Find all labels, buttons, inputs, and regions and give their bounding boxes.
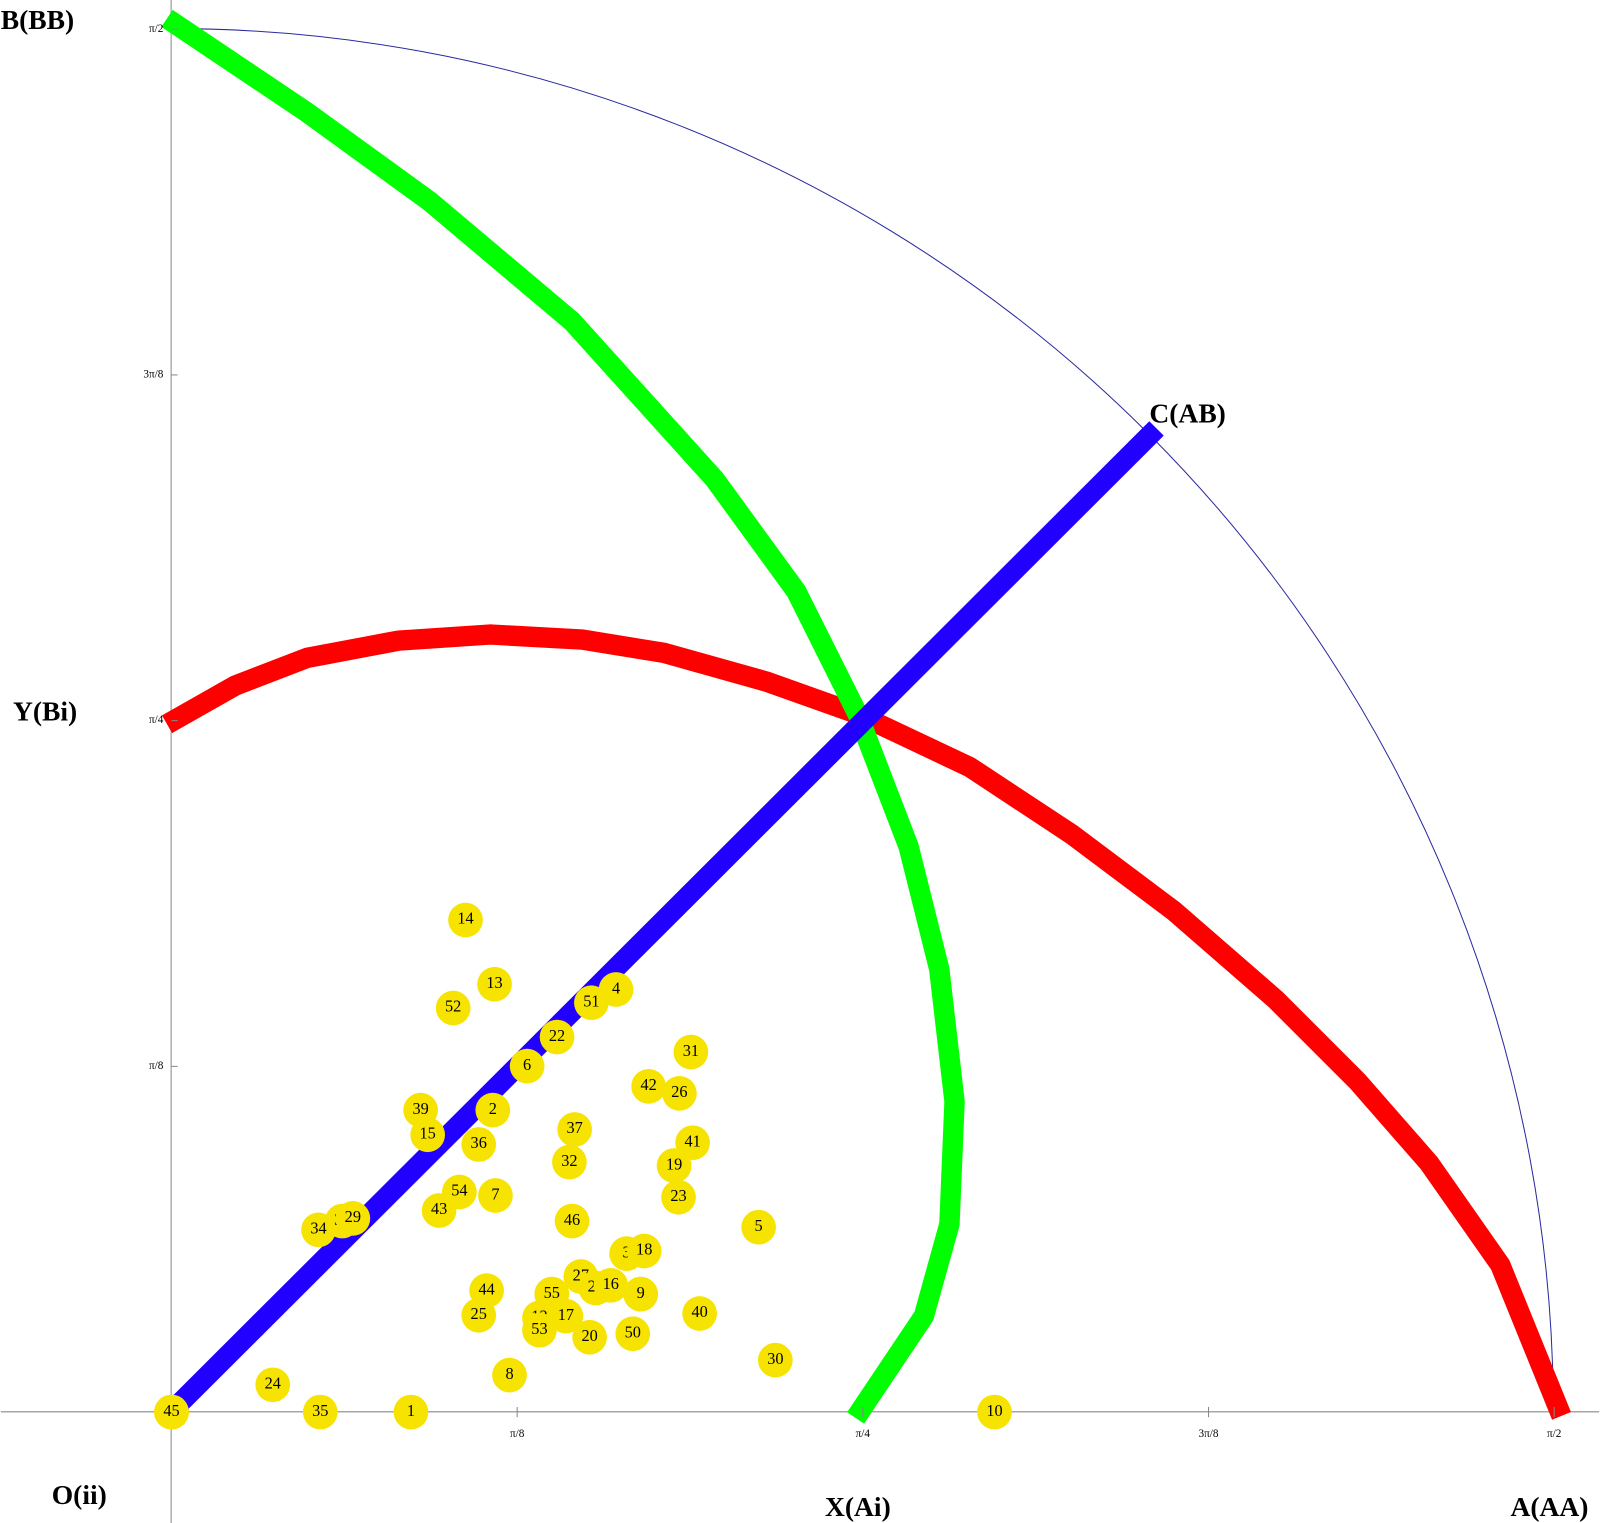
point-label: 8 bbox=[505, 1364, 513, 1383]
point bbox=[477, 966, 512, 1002]
x-tick-label: π/4 bbox=[856, 1428, 871, 1440]
point-label: 23 bbox=[670, 1186, 686, 1205]
corner-label: Y(Bi) bbox=[13, 695, 77, 726]
point bbox=[574, 985, 609, 1021]
point-label: 18 bbox=[636, 1240, 652, 1259]
y-tick-label: π/8 bbox=[149, 1060, 164, 1072]
x-tick-label: π/2 bbox=[1547, 1428, 1561, 1440]
point-label: 3 bbox=[623, 1242, 631, 1261]
point bbox=[509, 1048, 545, 1084]
point bbox=[461, 1127, 497, 1162]
point-label: 29 bbox=[345, 1207, 361, 1226]
point-label: 54 bbox=[451, 1181, 467, 1200]
point-label: 45 bbox=[163, 1401, 179, 1420]
point bbox=[335, 1201, 371, 1236]
point-label: 16 bbox=[603, 1274, 619, 1293]
point-label: 43 bbox=[431, 1199, 447, 1218]
point bbox=[522, 1312, 557, 1348]
point-label: 15 bbox=[420, 1124, 436, 1143]
point bbox=[631, 1069, 666, 1104]
point bbox=[682, 1296, 717, 1331]
point-label: 4 bbox=[612, 978, 620, 997]
point bbox=[623, 1276, 659, 1312]
point bbox=[741, 1209, 776, 1245]
y-tick-label: 3π/8 bbox=[143, 369, 163, 381]
point-label: 22 bbox=[549, 1026, 565, 1045]
point bbox=[255, 1367, 291, 1403]
y-tick-label: π/4 bbox=[149, 714, 164, 726]
point-label: 14 bbox=[457, 909, 473, 928]
point bbox=[656, 1148, 692, 1183]
point bbox=[661, 1179, 696, 1215]
point-label: 13 bbox=[486, 973, 502, 992]
point bbox=[302, 1394, 338, 1430]
point-label: 25 bbox=[471, 1304, 487, 1323]
point bbox=[435, 990, 471, 1026]
y-tick-label: π/2 bbox=[149, 23, 163, 35]
point-label: 9 bbox=[637, 1283, 645, 1302]
point-label: 10 bbox=[986, 1401, 1002, 1420]
point-label: 26 bbox=[671, 1082, 687, 1101]
x-tick-label: 3π/8 bbox=[1199, 1428, 1219, 1440]
point bbox=[539, 1019, 575, 1055]
point bbox=[626, 1233, 662, 1269]
point bbox=[662, 1076, 697, 1111]
point bbox=[475, 1092, 511, 1128]
point bbox=[478, 1178, 513, 1213]
point bbox=[421, 1193, 457, 1228]
point-label: 40 bbox=[691, 1302, 707, 1321]
x-tick-label: π/8 bbox=[510, 1428, 525, 1440]
point-label: 6 bbox=[523, 1055, 531, 1074]
point-label: 30 bbox=[767, 1349, 783, 1368]
corner-label: X(Ai) bbox=[825, 1491, 891, 1522]
point-label: 51 bbox=[583, 991, 599, 1010]
point-label: 20 bbox=[581, 1326, 597, 1345]
point-label: 44 bbox=[478, 1279, 494, 1298]
point-label: 42 bbox=[640, 1075, 656, 1094]
point-label: 46 bbox=[564, 1210, 580, 1229]
point bbox=[410, 1117, 446, 1153]
point-label: 53 bbox=[531, 1319, 547, 1338]
point bbox=[552, 1144, 587, 1180]
corner-label: C(AB) bbox=[1149, 398, 1225, 429]
point-label: 1 bbox=[407, 1401, 415, 1420]
point bbox=[492, 1357, 527, 1393]
point bbox=[461, 1297, 497, 1333]
point-label: 5 bbox=[755, 1216, 763, 1235]
point-label: 2 bbox=[489, 1099, 497, 1118]
point-label: 36 bbox=[471, 1133, 487, 1152]
point bbox=[557, 1112, 593, 1147]
corner-label: B(BB) bbox=[1, 4, 74, 35]
point bbox=[393, 1394, 429, 1430]
point-label: 24 bbox=[265, 1374, 281, 1393]
blue-line bbox=[163, 421, 1164, 1420]
point-label: 31 bbox=[683, 1041, 699, 1060]
corner-label: O(ii) bbox=[52, 1479, 107, 1510]
point-label: 35 bbox=[312, 1401, 328, 1420]
point-label: 41 bbox=[684, 1131, 700, 1150]
point-label: 37 bbox=[567, 1118, 583, 1137]
point-label: 7 bbox=[491, 1184, 499, 1203]
point bbox=[593, 1267, 629, 1303]
point bbox=[977, 1394, 1012, 1430]
point bbox=[673, 1034, 709, 1070]
corner-label: A(AA) bbox=[1510, 1491, 1588, 1522]
point-label: 17 bbox=[558, 1305, 574, 1324]
point-label: 34 bbox=[310, 1219, 326, 1238]
point bbox=[572, 1319, 607, 1355]
point-label: 39 bbox=[412, 1099, 428, 1118]
point bbox=[758, 1342, 793, 1378]
point-label: 55 bbox=[544, 1283, 560, 1302]
point-label: 50 bbox=[625, 1322, 641, 1341]
point bbox=[554, 1203, 590, 1239]
point-label: 19 bbox=[666, 1154, 682, 1173]
point-label: 32 bbox=[561, 1151, 577, 1170]
point-label: 52 bbox=[445, 997, 461, 1016]
point bbox=[448, 902, 483, 938]
point bbox=[548, 1298, 584, 1334]
point bbox=[154, 1394, 189, 1430]
point bbox=[615, 1316, 651, 1352]
